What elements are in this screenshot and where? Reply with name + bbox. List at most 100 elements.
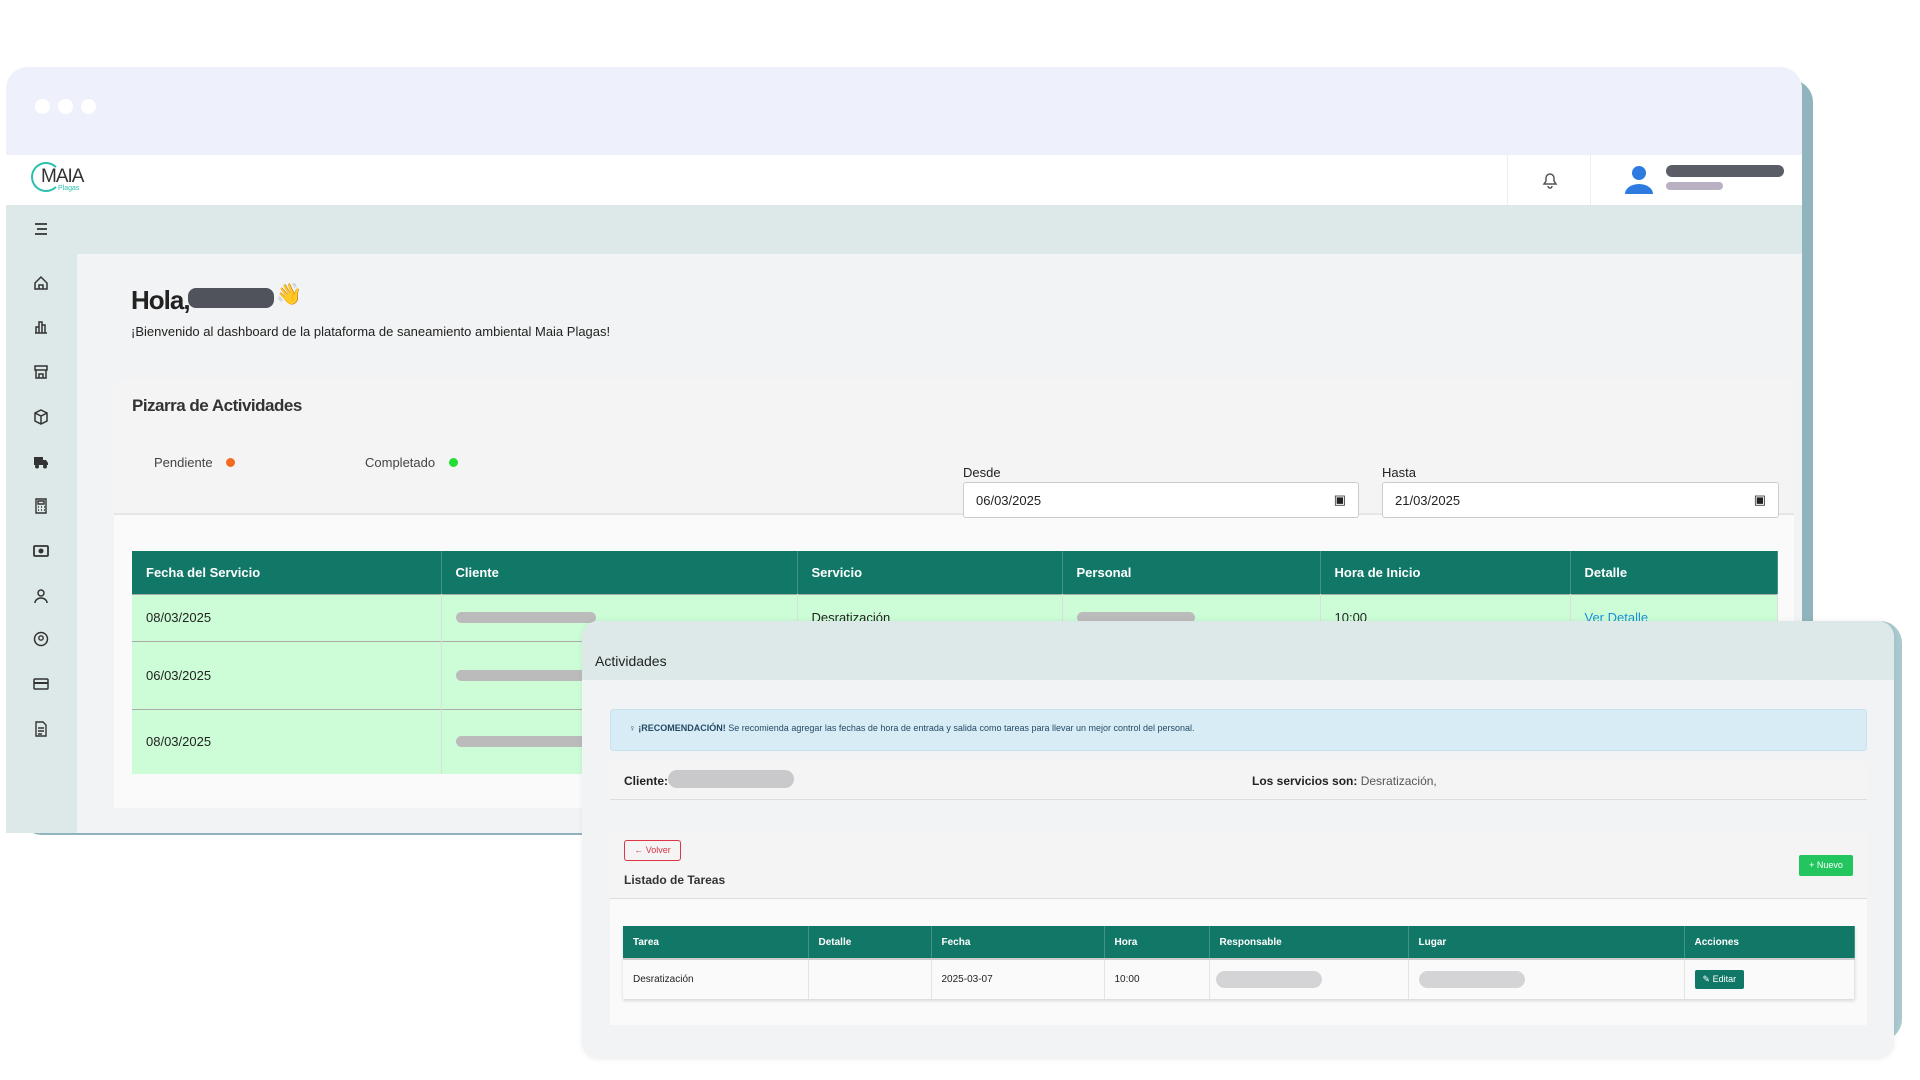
col-lugar: Lugar (1408, 926, 1685, 959)
lightbulb-icon: ♀ (629, 723, 636, 733)
lugar-redacted (1418, 971, 1525, 988)
alert-text: Se recomienda agregar las fechas de hora… (728, 723, 1195, 733)
col-detalle: Detalle (808, 926, 932, 959)
table-row: Desratización 2025-03-07 10:00 ✎ Editar (623, 958, 1855, 999)
to-label: Hasta (1382, 465, 1416, 480)
window-dot[interactable] (35, 99, 50, 114)
from-date-input[interactable]: 06/03/2025 ▣ (963, 482, 1359, 518)
logo: MAIA (41, 166, 84, 187)
table-header: Tarea Detalle Fecha Hora Responsable Lug… (623, 926, 1855, 959)
col-hora: Hora (1104, 926, 1210, 959)
board-title: Pizarra de Actividades (132, 396, 302, 415)
plus-icon: + (1809, 860, 1815, 870)
tasks-title: Listado de Tareas (624, 873, 726, 887)
chart-bar-icon[interactable] (33, 319, 49, 335)
edit-button[interactable]: ✎ Editar (1694, 970, 1745, 989)
col-personal: Personal (1062, 551, 1321, 594)
new-label: Nuevo (1816, 860, 1843, 870)
to-date-input[interactable]: 21/03/2025 ▣ (1382, 482, 1779, 518)
tasks-card: ← Volver Listado de Tareas + Nuevo Tarea… (610, 830, 1867, 1025)
arrow-left-icon: ← (634, 845, 644, 855)
hamburger-menu-icon[interactable] (33, 222, 49, 236)
user-role-redacted (1666, 182, 1723, 190)
client-label: Cliente: (624, 774, 669, 788)
completed-dot (449, 458, 458, 467)
new-task-button[interactable]: + Nuevo (1799, 855, 1853, 876)
title-bar (6, 67, 1802, 155)
pending-dot (226, 458, 235, 467)
from-label: Desde (963, 465, 1001, 480)
cell-detalle (808, 958, 932, 999)
modal-header: Actividades (582, 621, 1894, 680)
store-icon[interactable] (33, 364, 49, 380)
alert-bold: ¡RECOMENDACIÓN! (638, 723, 726, 733)
wave-emoji: 👋 (276, 283, 303, 306)
document-icon[interactable] (33, 721, 49, 737)
cell-tarea: Desratización (623, 958, 809, 999)
pencil-icon: ✎ (1702, 974, 1711, 984)
user-name-redacted (1666, 165, 1784, 177)
greeting-hello: Hola, (131, 285, 191, 315)
sub-header (6, 205, 1802, 254)
personal-redacted (1076, 612, 1195, 623)
client-redacted (455, 612, 596, 623)
client-redacted (668, 770, 794, 788)
calculator-icon[interactable] (33, 498, 49, 514)
activities-modal: Actividades ♀ ¡RECOMENDACIÓN! Se recomie… (582, 621, 1894, 1059)
home-icon[interactable] (33, 275, 49, 291)
cell-fecha: 2025-03-07 (931, 958, 1105, 999)
cell-fecha: 08/03/2025 (132, 708, 442, 774)
sidebar (6, 254, 77, 833)
recommendation-alert: ♀ ¡RECOMENDACIÓN! Se recomienda agregar … (610, 709, 1867, 751)
table-header: Fecha del Servicio Cliente Servicio Pers… (132, 551, 1778, 594)
back-label: Volver (645, 845, 671, 855)
client-info: Cliente: Los servicios son: Desratizació… (610, 762, 1867, 800)
cell-lugar (1408, 958, 1685, 999)
from-date-value: 06/03/2025 (976, 492, 1042, 508)
app-header: MAIA Plagas (6, 155, 1802, 205)
calendar-icon[interactable]: ▣ (1753, 492, 1766, 507)
money-icon[interactable] (33, 543, 49, 559)
responsable-redacted (1215, 971, 1322, 988)
tasks-card-header (610, 830, 1867, 899)
calendar-icon[interactable]: ▣ (1333, 492, 1346, 507)
back-button[interactable]: ← Volver (624, 840, 681, 861)
services-value: Desratización, (1360, 774, 1437, 788)
modal-title: Actividades (595, 653, 667, 669)
user-icon[interactable] (33, 588, 49, 604)
col-cliente: Cliente (441, 551, 798, 594)
client-redacted (455, 669, 596, 681)
user-name-redacted (188, 288, 274, 308)
welcome-text: ¡Bienvenido al dashboard de la plataform… (131, 324, 611, 339)
col-fecha: Fecha del Servicio (132, 551, 442, 594)
user-circle-icon[interactable] (33, 631, 49, 647)
to-date-value: 21/03/2025 (1395, 492, 1461, 508)
notification-area (1507, 155, 1591, 205)
cell-fecha: 06/03/2025 (132, 640, 442, 709)
col-fecha: Fecha (931, 926, 1105, 959)
services-info: Los servicios son: Desratización, (1252, 774, 1437, 788)
edit-label: Editar (1712, 974, 1737, 984)
package-icon[interactable] (33, 409, 49, 425)
cell-responsable (1209, 958, 1409, 999)
client-redacted (455, 736, 596, 748)
credit-card-icon[interactable] (33, 676, 49, 692)
col-acciones: Acciones (1684, 926, 1855, 959)
col-detalle: Detalle (1570, 551, 1778, 594)
logo-sub: Plagas (58, 185, 80, 192)
cell-hora: 10:00 (1104, 958, 1210, 999)
cell-acciones: ✎ Editar (1684, 958, 1855, 999)
user-avatar-icon[interactable] (1623, 162, 1655, 196)
col-servicio: Servicio (797, 551, 1063, 594)
legend-completed: Completado (365, 455, 436, 470)
logo-ring (31, 162, 61, 192)
cell-fecha: 08/03/2025 (132, 593, 442, 641)
truck-icon[interactable] (33, 454, 49, 470)
services-label: Los servicios son: (1252, 774, 1358, 788)
window-dot[interactable] (58, 99, 73, 114)
window-dot[interactable] (81, 99, 96, 114)
col-tarea: Tarea (623, 926, 809, 959)
tasks-table: Tarea Detalle Fecha Hora Responsable Lug… (623, 926, 1855, 999)
col-hora: Hora de Inicio (1320, 551, 1571, 594)
bell-icon[interactable] (1541, 170, 1559, 190)
